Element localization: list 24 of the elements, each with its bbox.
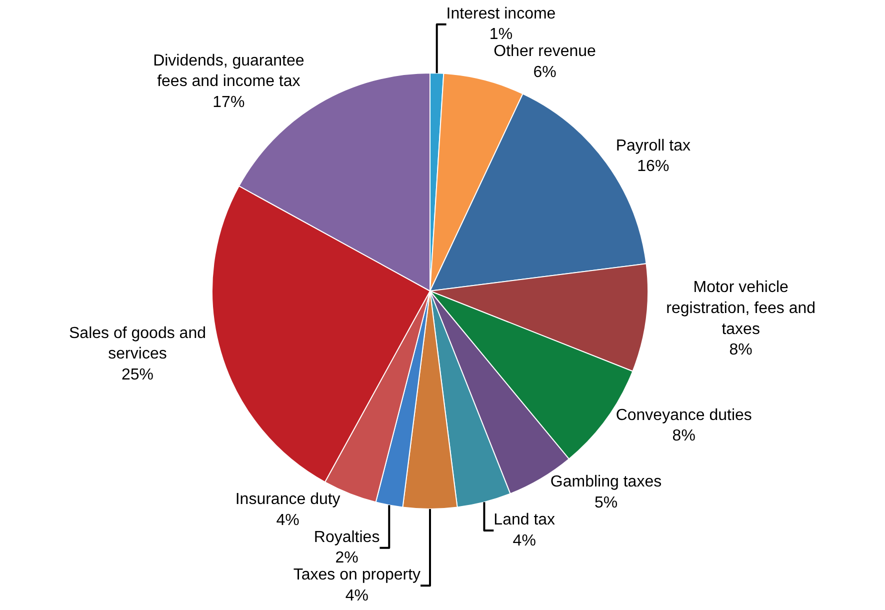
data-label: 4% (345, 588, 369, 605)
slice-label: Motor vehicle registration, fees and taxes (666, 279, 816, 338)
slice-label: Dividends, guarantee fees and income tax (153, 52, 304, 90)
slice-label: Taxes on property (293, 566, 421, 584)
data-label: 25% (121, 366, 154, 384)
slice-label: Other revenue (494, 43, 596, 60)
slice-label: Gambling taxes (550, 474, 662, 491)
slice-label: Land tax (494, 512, 556, 529)
slice-label: Conveyance duties (616, 406, 752, 424)
slice-label: Royalties (314, 528, 380, 546)
data-label: 2% (335, 550, 358, 567)
data-label: 6% (533, 64, 556, 82)
slice-label: Sales of goods and services (69, 324, 206, 363)
slice-label: Payroll tax (616, 137, 691, 154)
data-label: 1% (489, 26, 513, 44)
slice-label: Interest income (446, 5, 556, 22)
data-label: 8% (729, 342, 752, 359)
data-label: 4% (512, 532, 536, 550)
slice-label: Insurance duty (235, 491, 340, 508)
data-label: 16% (637, 158, 670, 176)
data-label: 17% (212, 94, 245, 111)
data-label: 5% (594, 494, 618, 512)
data-label: 4% (276, 512, 300, 529)
data-label: 8% (672, 428, 696, 445)
